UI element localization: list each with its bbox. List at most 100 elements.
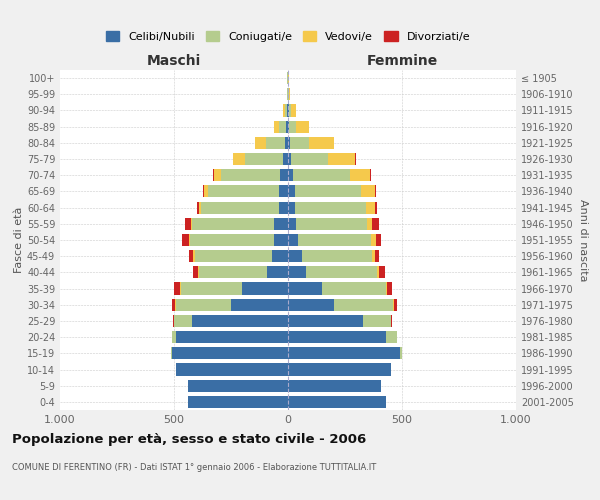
Legend: Celibi/Nubili, Coniugati/e, Vedovi/e, Divorziati/e: Celibi/Nubili, Coniugati/e, Vedovi/e, Di… bbox=[106, 32, 470, 42]
Bar bbox=[188, 380, 288, 392]
Bar bbox=[274, 120, 279, 132]
Bar bbox=[280, 169, 288, 181]
Bar bbox=[181, 282, 242, 294]
Bar bbox=[302, 250, 373, 262]
Bar bbox=[283, 104, 284, 117]
Bar bbox=[394, 298, 397, 311]
Bar bbox=[274, 234, 288, 246]
Bar bbox=[286, 120, 288, 132]
Bar bbox=[288, 120, 289, 132]
Bar bbox=[290, 137, 308, 149]
Bar bbox=[288, 186, 295, 198]
Bar bbox=[295, 186, 361, 198]
Bar bbox=[190, 234, 274, 246]
Bar bbox=[221, 169, 280, 181]
Bar bbox=[308, 137, 334, 149]
Bar bbox=[288, 315, 363, 327]
Bar bbox=[289, 104, 291, 117]
Text: Maschi: Maschi bbox=[147, 54, 201, 68]
Bar bbox=[288, 331, 386, 343]
Bar bbox=[386, 331, 397, 343]
Bar bbox=[192, 315, 288, 327]
Bar bbox=[322, 282, 386, 294]
Bar bbox=[272, 250, 288, 262]
Bar bbox=[355, 153, 356, 165]
Y-axis label: Fasce di età: Fasce di età bbox=[14, 207, 24, 273]
Bar bbox=[376, 234, 382, 246]
Bar bbox=[379, 266, 385, 278]
Bar bbox=[188, 396, 288, 408]
Bar bbox=[172, 331, 176, 343]
Bar bbox=[288, 104, 289, 117]
Bar bbox=[393, 298, 394, 311]
Text: Popolazione per età, sesso e stato civile - 2006: Popolazione per età, sesso e stato civil… bbox=[12, 432, 366, 446]
Bar bbox=[268, 266, 288, 278]
Bar bbox=[296, 218, 367, 230]
Bar bbox=[192, 218, 274, 230]
Bar bbox=[288, 380, 382, 392]
Bar bbox=[180, 282, 181, 294]
Bar bbox=[296, 120, 308, 132]
Bar bbox=[288, 137, 290, 149]
Text: COMUNE DI FERENTINO (FR) - Dati ISTAT 1° gennaio 2006 - Elaborazione TUTTITALIA.: COMUNE DI FERENTINO (FR) - Dati ISTAT 1°… bbox=[12, 462, 376, 471]
Bar bbox=[371, 234, 376, 246]
Bar bbox=[176, 331, 288, 343]
Bar bbox=[373, 250, 374, 262]
Bar bbox=[293, 169, 350, 181]
Bar bbox=[387, 282, 392, 294]
Bar bbox=[173, 315, 174, 327]
Bar bbox=[242, 282, 288, 294]
Bar bbox=[255, 137, 266, 149]
Bar bbox=[295, 202, 365, 213]
Bar bbox=[284, 104, 287, 117]
Bar bbox=[289, 88, 290, 101]
Bar bbox=[291, 104, 296, 117]
Bar bbox=[374, 186, 376, 198]
Bar bbox=[208, 186, 279, 198]
Bar bbox=[386, 282, 387, 294]
Bar bbox=[292, 153, 328, 165]
Bar bbox=[374, 250, 379, 262]
Bar bbox=[214, 169, 221, 181]
Bar bbox=[172, 348, 288, 360]
Bar bbox=[231, 298, 288, 311]
Bar bbox=[189, 250, 193, 262]
Bar bbox=[199, 266, 268, 278]
Bar bbox=[279, 186, 288, 198]
Bar bbox=[174, 315, 192, 327]
Bar bbox=[199, 202, 202, 213]
Bar bbox=[373, 218, 379, 230]
Bar bbox=[197, 202, 199, 213]
Bar bbox=[213, 169, 214, 181]
Bar bbox=[182, 234, 189, 246]
Bar bbox=[334, 298, 393, 311]
Bar bbox=[185, 218, 191, 230]
Bar bbox=[288, 250, 302, 262]
Bar bbox=[245, 153, 283, 165]
Bar bbox=[202, 202, 279, 213]
Bar bbox=[361, 186, 374, 198]
Bar bbox=[198, 266, 199, 278]
Bar bbox=[175, 298, 176, 311]
Bar bbox=[288, 234, 298, 246]
Bar bbox=[279, 202, 288, 213]
Bar bbox=[288, 266, 306, 278]
Bar bbox=[288, 153, 292, 165]
Bar bbox=[191, 218, 192, 230]
Bar bbox=[189, 234, 190, 246]
Bar bbox=[377, 266, 379, 278]
Bar bbox=[174, 282, 180, 294]
Text: Femmine: Femmine bbox=[367, 54, 437, 68]
Bar bbox=[367, 218, 373, 230]
Bar bbox=[283, 153, 288, 165]
Bar bbox=[298, 234, 371, 246]
Bar bbox=[288, 396, 386, 408]
Bar bbox=[289, 120, 296, 132]
Bar bbox=[328, 153, 355, 165]
Bar bbox=[266, 137, 284, 149]
Bar bbox=[287, 104, 288, 117]
Bar bbox=[365, 202, 374, 213]
Bar bbox=[176, 364, 288, 376]
Bar bbox=[193, 266, 198, 278]
Bar bbox=[288, 348, 400, 360]
